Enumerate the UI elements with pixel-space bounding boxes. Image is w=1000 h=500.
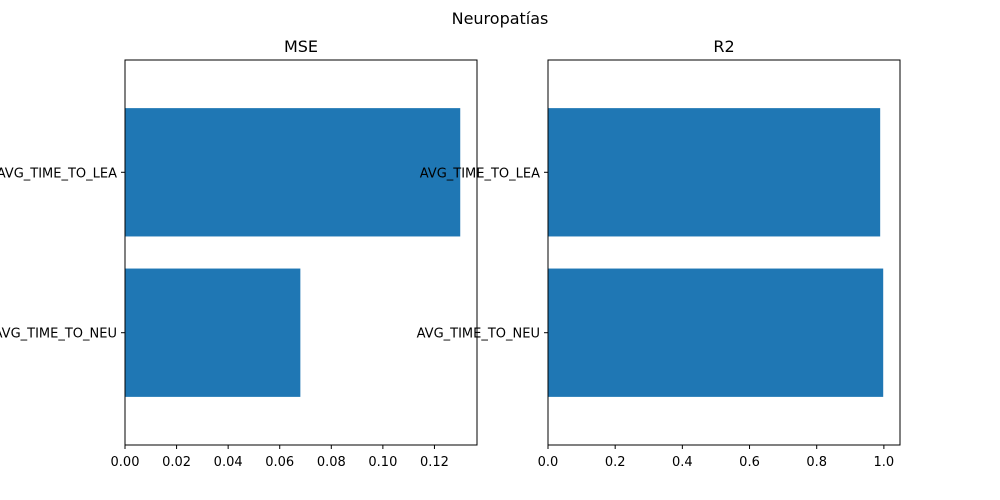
r2-x-tick-label: 0.2 (605, 455, 626, 470)
mse-x-tick-label: 0.08 (317, 455, 346, 470)
r2-y-tick-label: AVG_TIME_TO_NEU (417, 327, 540, 342)
r2-bar-avg-time-to-lea (548, 108, 881, 237)
mse-axes-frame (124, 59, 478, 446)
r2-x-tick-label: 0.6 (739, 455, 760, 470)
mse-y-tick-label: AVG_TIME_TO_NEU (0, 327, 117, 342)
mse-x-tick-label: 0.06 (265, 455, 294, 470)
r2-x-tick-label: 0.0 (538, 455, 559, 470)
mse-y-tick-label: AVG_TIME_TO_LEA (0, 166, 117, 181)
r2-panel: R2 0.0 0.2 0.4 0.6 0.8 1.0 AVG_TIME_TO_NEU AVG_T… (417, 37, 901, 470)
mse-x-tick-label: 0.12 (420, 455, 449, 470)
r2-axes-frame (547, 59, 901, 446)
r2-bar-avg-time-to-neu (548, 268, 884, 397)
mse-panel: MSE 0.00 0.02 0.04 0.06 0.08 0.10 0.12 AVG_TIME_… (0, 37, 478, 470)
figure-title: Neuropatías (452, 9, 549, 28)
mse-bar-avg-time-to-lea (125, 108, 461, 237)
r2-y-tick-label: AVG_TIME_TO_LEA (420, 166, 540, 181)
mse-x-tick-label: 0.02 (162, 455, 191, 470)
mse-x-tick-label: 0.00 (111, 455, 140, 470)
r2-title: R2 (713, 37, 734, 56)
r2-x-tick-label: 1.0 (874, 455, 895, 470)
mse-bar-avg-time-to-neu (125, 268, 301, 397)
mse-x-tick-label: 0.10 (368, 455, 397, 470)
mse-x-tick-label: 0.04 (214, 455, 243, 470)
r2-x-tick-label: 0.8 (806, 455, 827, 470)
r2-x-tick-label: 0.4 (672, 455, 693, 470)
mse-title: MSE (284, 37, 318, 56)
